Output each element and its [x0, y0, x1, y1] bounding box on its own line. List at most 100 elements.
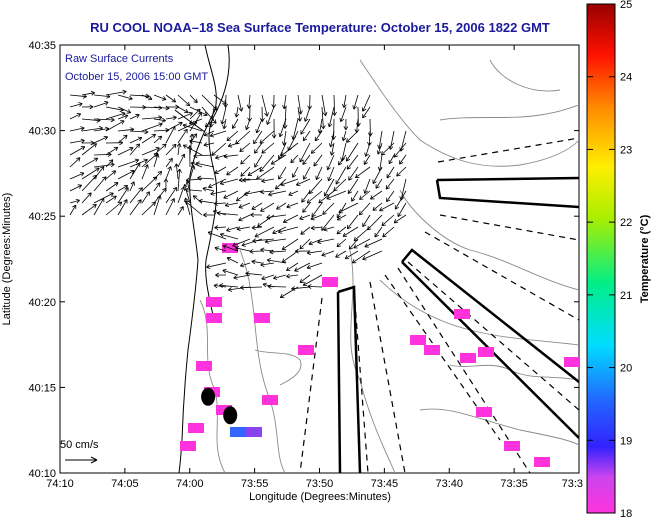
current-vector-head: [333, 186, 336, 192]
current-vector-head: [197, 112, 202, 115]
current-vector: [363, 154, 371, 165]
current-vector-head: [206, 266, 211, 269]
current-vector: [81, 143, 97, 156]
current-vector-head: [336, 230, 339, 235]
current-vector-head: [376, 150, 379, 155]
current-vector: [165, 126, 176, 144]
current-vector: [286, 202, 299, 208]
colorbar-tick-label: 18: [620, 508, 632, 518]
current-vector: [233, 274, 251, 279]
current-vector-head: [247, 171, 251, 176]
current-vector-head: [340, 118, 345, 123]
current-vector: [338, 154, 347, 166]
current-vector-head: [397, 214, 402, 217]
current-vector: [346, 154, 359, 170]
current-vector: [240, 154, 251, 165]
current-vector-head: [220, 120, 223, 125]
current-vector-head: [303, 138, 308, 142]
current-vector: [226, 226, 239, 231]
current-vector-head: [302, 210, 307, 213]
current-vector-head: [291, 288, 296, 291]
current-vector-head: [92, 174, 97, 177]
current-vector: [105, 120, 125, 132]
current-vector-head: [192, 133, 197, 136]
current-vector-head: [179, 143, 182, 148]
current-vector-head: [323, 125, 326, 129]
current-vector-head: [336, 216, 340, 221]
current-vector-head: [253, 141, 258, 145]
current-vector-head: [257, 222, 260, 227]
current-vector-head: [185, 104, 190, 107]
current-vector-head: [333, 189, 338, 192]
colorbar-tick-label: 25: [620, 0, 632, 11]
current-vector-head: [327, 122, 330, 128]
current-vector: [69, 199, 80, 204]
current-vector-head: [254, 151, 259, 154]
current-vector: [379, 202, 395, 212]
current-vector-head: [246, 126, 250, 131]
current-vector-head: [185, 197, 189, 201]
current-vector-head: [239, 262, 244, 267]
current-vector-head: [245, 271, 250, 274]
current-vector-head: [79, 172, 84, 174]
current-vector: [378, 130, 383, 149]
current-vector-head: [279, 133, 284, 138]
current-vector-head: [179, 206, 184, 209]
sst-cell: [230, 427, 246, 437]
current-vector-head: [330, 143, 334, 148]
current-vector-head: [190, 162, 194, 167]
current-vector-head: [370, 195, 373, 200]
current-vector-head: [185, 177, 190, 181]
current-vector-head: [191, 161, 196, 164]
current-vector-head: [261, 178, 265, 182]
current-vector: [397, 202, 407, 217]
current-vector-head: [80, 138, 85, 141]
sst-cell: [262, 395, 278, 405]
current-vector: [93, 154, 112, 156]
current-vector: [202, 187, 215, 192]
current-vector: [327, 154, 335, 171]
current-vector-head: [167, 166, 172, 170]
current-vector-head: [174, 163, 177, 168]
current-vector: [372, 202, 383, 211]
current-vector-head: [100, 166, 105, 169]
current-vector-head: [280, 181, 284, 186]
current-vector: [214, 226, 227, 229]
current-vector-head: [306, 267, 311, 270]
current-vector-head: [278, 231, 283, 234]
current-vector-head: [310, 215, 314, 220]
current-vector: [129, 137, 142, 144]
current-vector-head: [223, 153, 228, 158]
current-vector: [333, 178, 347, 192]
current-vector-head: [300, 110, 303, 115]
current-vector-head: [309, 105, 313, 110]
current-vector: [344, 250, 359, 260]
current-vector: [335, 166, 347, 185]
current-vector-head: [249, 117, 253, 122]
current-vector-head: [272, 229, 276, 234]
current-vector: [362, 94, 371, 112]
current-vector-head: [283, 105, 287, 110]
current-vector-head: [393, 219, 397, 223]
current-vector: [242, 178, 263, 181]
current-vector-head: [198, 108, 201, 114]
current-vector-head: [262, 283, 267, 288]
current-vector-head: [321, 255, 326, 257]
current-vector: [213, 94, 227, 105]
current-vector-head: [161, 120, 166, 123]
x-tick-label: 73:45: [371, 478, 399, 490]
current-vector-head: [238, 108, 242, 112]
current-vector: [347, 178, 359, 194]
current-vector-head: [239, 147, 242, 152]
current-vector-head: [214, 203, 218, 206]
current-vector: [93, 166, 105, 180]
current-vector-head: [275, 187, 280, 190]
current-vector-head: [228, 289, 233, 292]
current-vector-head: [254, 164, 259, 168]
current-vector-head: [172, 115, 177, 118]
current-vector-head: [185, 181, 188, 186]
current-vector: [93, 136, 108, 144]
current-vector-head: [110, 164, 115, 168]
current-vector-head: [189, 112, 193, 117]
current-vector-head: [95, 175, 97, 180]
